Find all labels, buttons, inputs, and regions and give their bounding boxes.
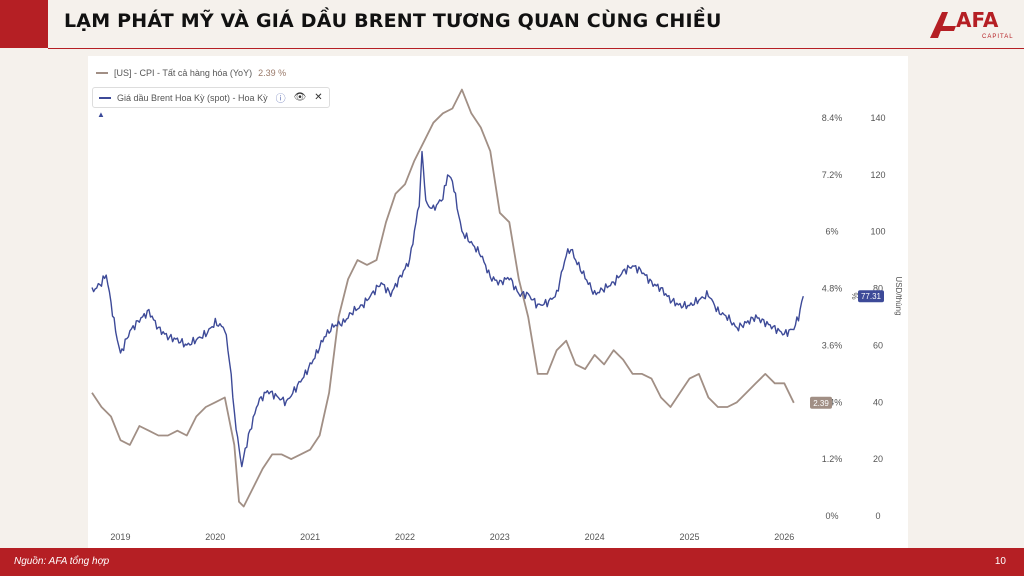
- logo-subtext: CAPITAL: [982, 34, 1014, 40]
- info-icon[interactable]: ⓘ: [275, 94, 286, 105]
- page-title: LẠM PHÁT MỸ VÀ GIÁ DẦU BRENT TƯƠNG QUAN …: [64, 10, 722, 32]
- collapse-caret-icon[interactable]: ▲: [97, 110, 105, 119]
- eye-icon[interactable]: 👁: [293, 92, 307, 103]
- oil-swatch: [99, 96, 111, 99]
- legend-cpi[interactable]: [US] - CPI - Tất cả hàng hóa (YoY) 2.39 …: [92, 68, 286, 78]
- legend-oil[interactable]: Giá dầu Brent Hoa Kỳ (spot) - Hoa Kỳ ⓘ 👁…: [92, 87, 330, 108]
- source-note: Nguồn: AFA tổng hợp: [14, 556, 110, 567]
- legend-cpi-label: [US] - CPI - Tất cả hàng hóa (YoY): [114, 68, 253, 78]
- logo-text: AFA: [956, 8, 999, 32]
- chart-card: [88, 56, 908, 548]
- close-icon[interactable]: ✕: [314, 92, 323, 103]
- cpi-swatch: [96, 72, 108, 74]
- afa-logo-icon: [930, 12, 956, 38]
- legend-oil-label: Giá dầu Brent Hoa Kỳ (spot) - Hoa Kỳ: [117, 92, 268, 103]
- header-divider: [48, 48, 1024, 49]
- header-accent-bar: [0, 0, 48, 48]
- legend-cpi-value: 2.39 %: [258, 68, 287, 78]
- footer-bar: [0, 548, 1024, 576]
- page-number: 10: [994, 556, 1006, 567]
